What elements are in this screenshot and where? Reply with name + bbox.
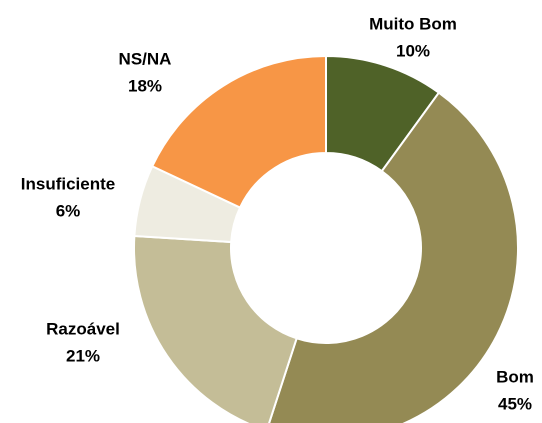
slice-label: Insuficiente: [21, 174, 115, 193]
slice-value-label: 45%: [498, 394, 532, 413]
slice-value-label: 18%: [128, 76, 162, 95]
slice-label: Bom: [496, 367, 534, 386]
slice-label: NS/NA: [119, 49, 172, 68]
slice-value-label: 6%: [56, 201, 81, 220]
donut-slice: [133, 234, 298, 423]
donut-slice: [150, 54, 327, 209]
slice-value-label: 21%: [66, 346, 100, 365]
slice-label: Razoável: [46, 319, 120, 338]
slice-label: Muito Bom: [369, 14, 457, 33]
slice-value-label: 10%: [396, 41, 430, 60]
donut-slice: [268, 91, 520, 423]
